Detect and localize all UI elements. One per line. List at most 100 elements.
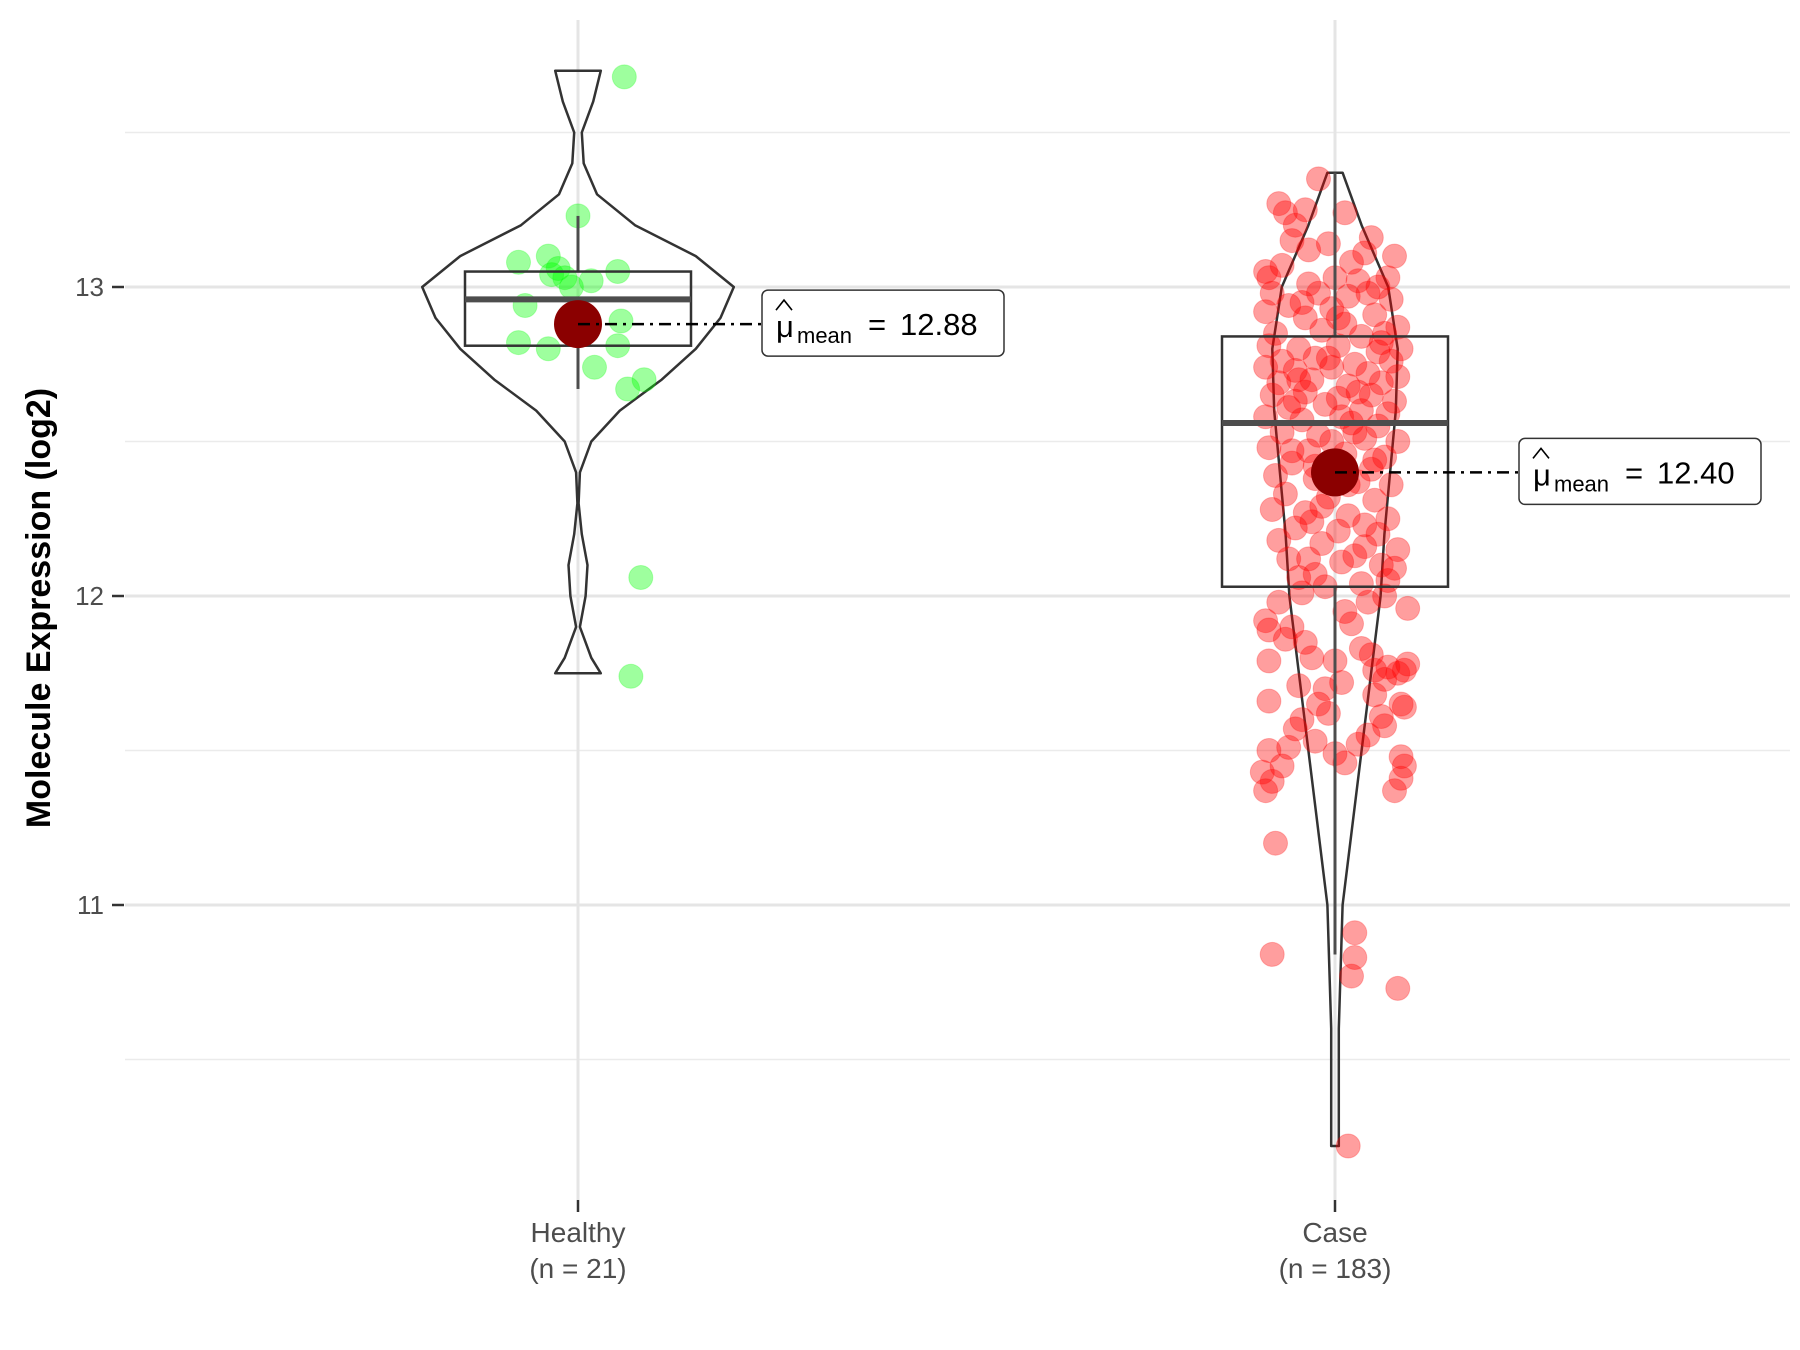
mean-label-box xyxy=(761,289,1005,357)
data-point xyxy=(1382,555,1407,581)
y-tick-label: 11 xyxy=(77,890,104,920)
data-point xyxy=(1279,614,1305,640)
axis-layer: 11 12 13 Healthy (n = 21) Case (n = 183) xyxy=(75,272,1391,1284)
data-point xyxy=(1249,759,1275,785)
data-point xyxy=(1332,599,1358,624)
data-point xyxy=(1296,438,1322,464)
data-point xyxy=(1259,768,1285,794)
data-point xyxy=(1388,765,1414,791)
data-point xyxy=(1253,259,1279,284)
data-point xyxy=(1269,753,1295,779)
data-point xyxy=(539,262,565,288)
data-point xyxy=(1289,290,1315,315)
y-axis-title: Molecule Expression (log2) xyxy=(20,388,58,828)
data-point xyxy=(1375,654,1401,680)
data-point xyxy=(1352,240,1378,266)
data-point xyxy=(1362,302,1388,328)
data-point xyxy=(1256,648,1282,674)
data-point xyxy=(1339,611,1364,637)
data-point xyxy=(1342,920,1368,946)
data-point xyxy=(1348,571,1374,597)
x-category-count: (n = 183) xyxy=(1279,1253,1392,1284)
data-point xyxy=(1372,583,1398,609)
data-point xyxy=(1352,534,1378,560)
data-point xyxy=(1282,515,1308,541)
data-point xyxy=(611,64,637,90)
data-point xyxy=(1299,645,1325,671)
data-point xyxy=(608,308,634,334)
mean-label-box xyxy=(1518,437,1762,506)
box-iqr xyxy=(1220,335,1450,588)
data-point xyxy=(1269,252,1295,278)
data-point xyxy=(1335,503,1361,529)
data-point xyxy=(1302,345,1328,371)
data-point xyxy=(1296,237,1322,263)
data-point xyxy=(1382,243,1407,269)
data-point xyxy=(1259,941,1285,967)
data-point xyxy=(1375,265,1401,291)
data-point xyxy=(1345,268,1371,294)
x-category-label: Healthy xyxy=(531,1217,626,1248)
data-point xyxy=(1385,660,1411,686)
data-point xyxy=(1368,552,1394,578)
data-point xyxy=(1332,200,1358,226)
data-point xyxy=(1355,361,1381,386)
data-point xyxy=(1385,364,1411,390)
mean-hat xyxy=(775,298,793,311)
data-point xyxy=(1395,595,1421,621)
data-point xyxy=(1282,212,1308,238)
data-point xyxy=(1365,521,1391,547)
data-point xyxy=(1302,728,1328,754)
mean-value-label: 12.40 xyxy=(1657,455,1735,490)
data-point xyxy=(1391,694,1417,720)
data-point xyxy=(1269,348,1295,374)
mean-layer: μ mean = 12.88μ mean = 12.40 xyxy=(554,289,1762,506)
points-layer xyxy=(506,64,1421,1159)
data-point xyxy=(1372,320,1398,346)
data-point xyxy=(1272,481,1298,507)
mean-hat xyxy=(1532,447,1550,459)
data-point xyxy=(1279,228,1305,254)
data-point xyxy=(1266,370,1292,396)
data-point xyxy=(1276,546,1302,572)
data-point xyxy=(1312,676,1338,702)
data-point xyxy=(1358,382,1384,408)
data-point xyxy=(1355,722,1381,748)
data-point xyxy=(1368,330,1394,356)
data-point xyxy=(1312,391,1338,417)
data-point xyxy=(1362,657,1388,683)
mean-equals: = xyxy=(868,307,886,342)
data-point xyxy=(1378,286,1404,312)
y-tick-label: 13 xyxy=(75,272,104,302)
data-point xyxy=(1325,305,1351,331)
mean-symbol: μ xyxy=(776,309,794,344)
data-point xyxy=(535,243,561,269)
data-point xyxy=(1362,487,1388,513)
data-point xyxy=(618,663,644,689)
data-point xyxy=(1358,456,1384,482)
data-point xyxy=(1372,444,1398,470)
mean-symbol: μ xyxy=(1533,457,1551,492)
data-point xyxy=(1286,367,1312,393)
data-point xyxy=(1315,700,1341,726)
data-point xyxy=(1382,388,1407,414)
data-point xyxy=(1296,271,1322,297)
data-point xyxy=(1395,651,1421,677)
data-point xyxy=(1358,225,1384,251)
data-point xyxy=(1352,425,1378,451)
data-point xyxy=(1292,500,1318,526)
data-point xyxy=(1279,438,1305,464)
data-point xyxy=(1342,945,1368,970)
data-point xyxy=(578,268,604,294)
data-point xyxy=(1319,296,1345,322)
data-point xyxy=(1282,388,1308,414)
data-point xyxy=(1342,351,1368,377)
data-point xyxy=(1282,357,1308,383)
violin-case xyxy=(1271,171,1399,1148)
data-point xyxy=(1256,265,1282,291)
data-point xyxy=(1332,750,1358,776)
data-point xyxy=(1342,543,1368,569)
data-point xyxy=(545,256,571,281)
data-point xyxy=(1345,731,1371,757)
data-point xyxy=(1289,707,1315,733)
